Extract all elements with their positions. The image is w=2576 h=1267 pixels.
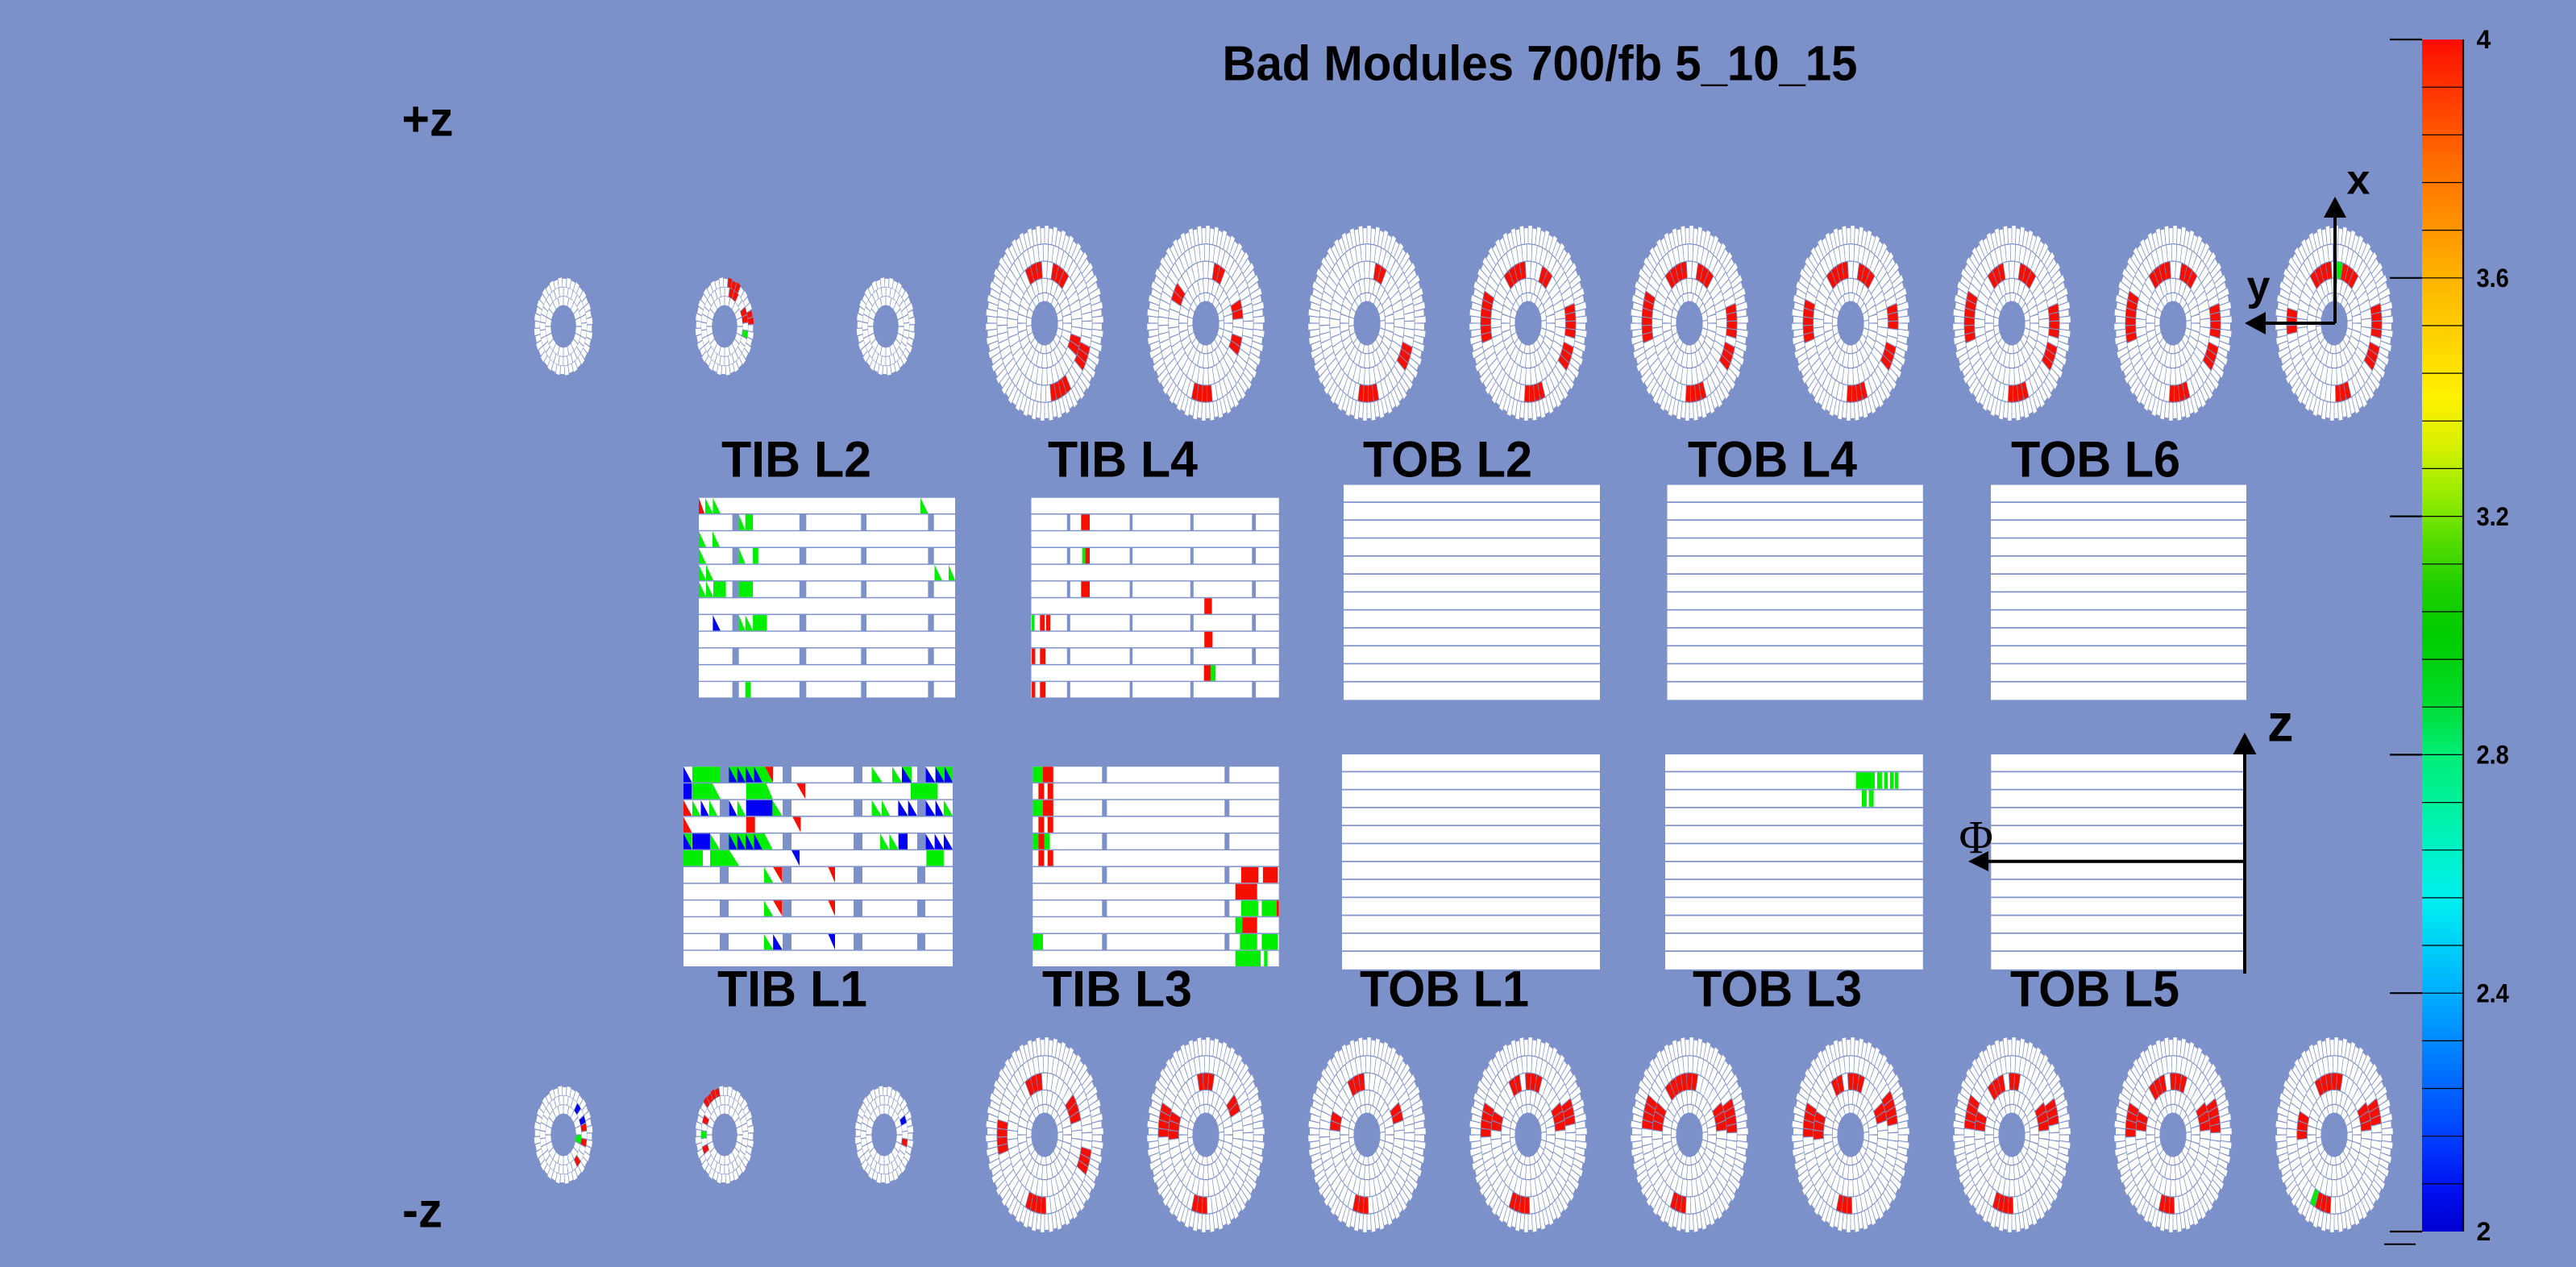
svg-text:Φ: Φ (1959, 811, 1992, 863)
svg-text:3.2: 3.2 (2477, 502, 2509, 531)
svg-text:TIB L1: TIB L1 (717, 961, 867, 1017)
svg-text:TOB L6: TOB L6 (2011, 432, 2180, 488)
svg-text:+z: +z (402, 92, 454, 147)
svg-text:TOB L1: TOB L1 (1360, 961, 1529, 1017)
svg-text:2.4: 2.4 (2477, 978, 2509, 1007)
svg-text:TOB L4: TOB L4 (1688, 432, 1857, 488)
svg-text:2: 2 (2477, 1217, 2491, 1246)
svg-text:TIB L3: TIB L3 (1042, 961, 1192, 1017)
svg-text:2.8: 2.8 (2477, 741, 2509, 770)
svg-text:y: y (2247, 263, 2271, 309)
svg-text:x: x (2347, 157, 2370, 204)
svg-text:TIB L4: TIB L4 (1048, 432, 1198, 488)
svg-text:-z: -z (402, 1182, 442, 1237)
svg-text:4: 4 (2477, 25, 2491, 54)
svg-text:TOB L3: TOB L3 (1693, 961, 1862, 1017)
svg-text:TOB L5: TOB L5 (2010, 961, 2179, 1017)
svg-text:TIB L2: TIB L2 (721, 432, 871, 488)
svg-text:Bad Modules 700/fb 5_10_15: Bad Modules 700/fb 5_10_15 (1223, 35, 1858, 91)
svg-text:z: z (2267, 694, 2294, 753)
svg-text:3.6: 3.6 (2477, 264, 2509, 293)
svg-text:TOB L2: TOB L2 (1363, 432, 1532, 488)
